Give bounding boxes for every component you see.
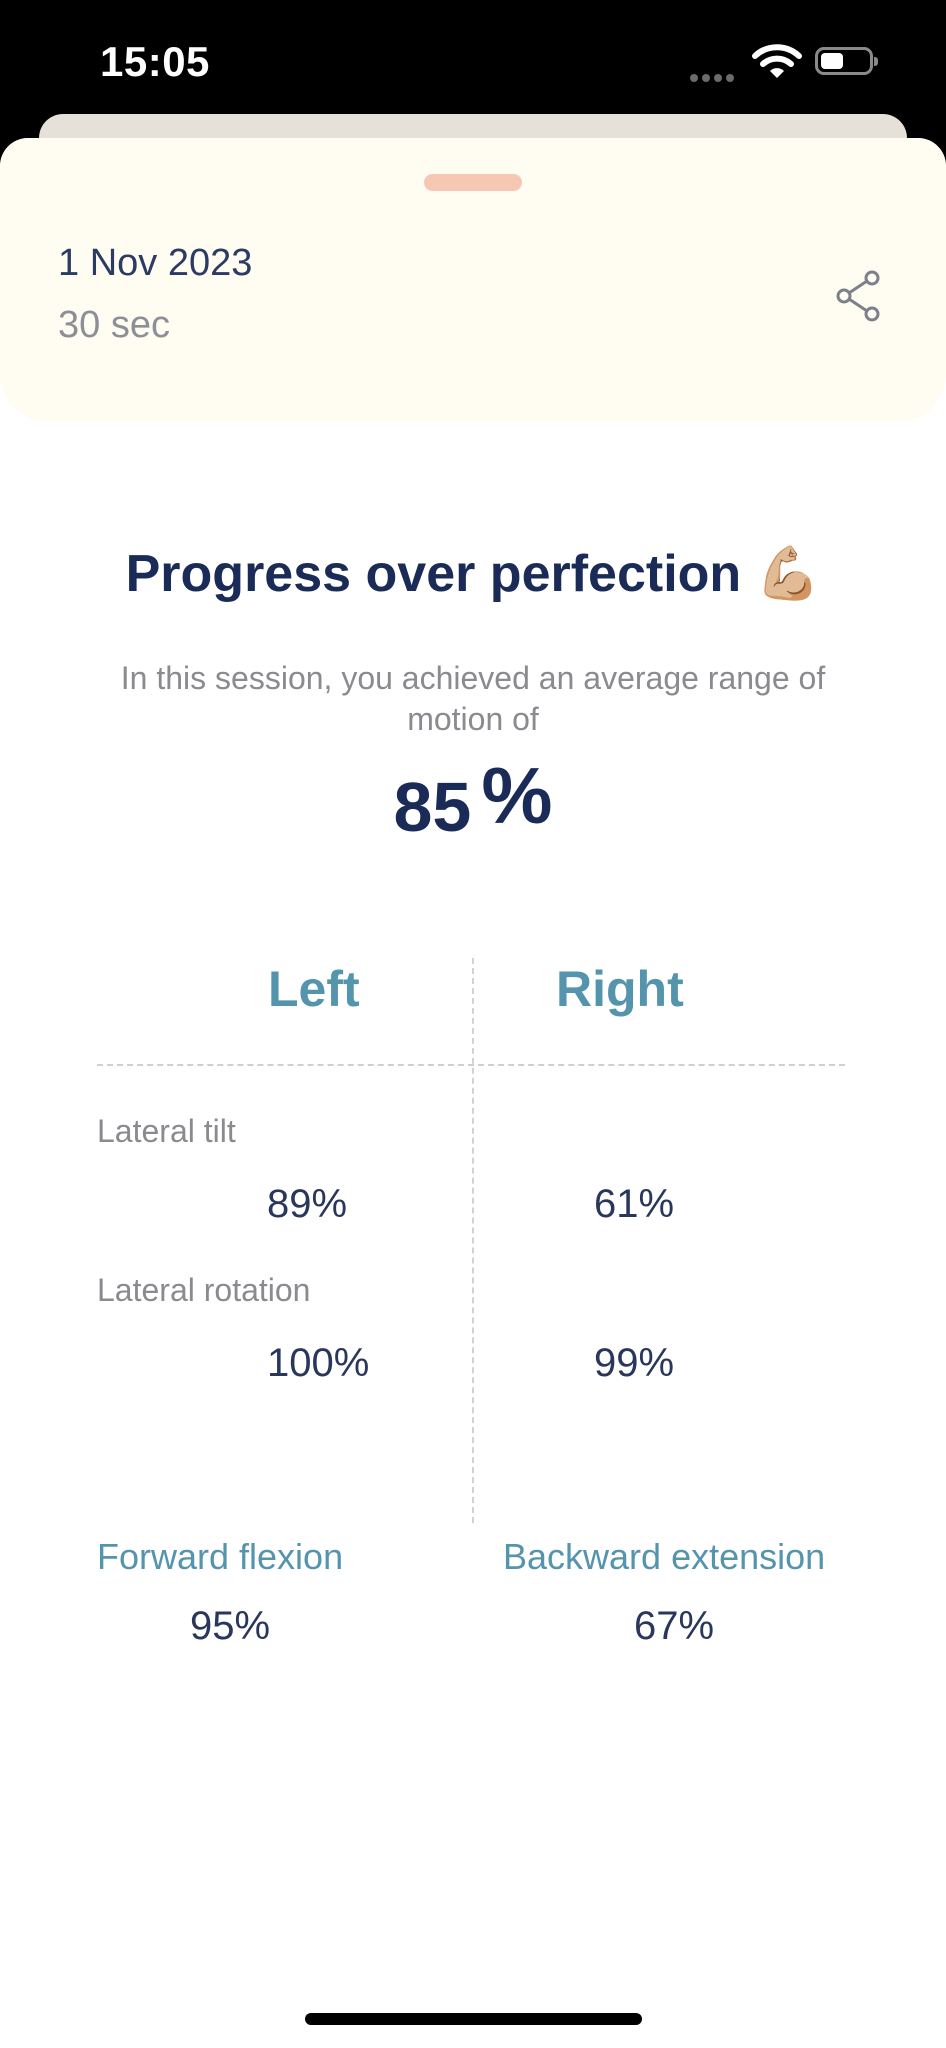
status-bar: 15:05 (0, 0, 946, 130)
session-duration: 30 sec (58, 304, 170, 346)
average-range-value: 85% (0, 750, 946, 847)
summary-subtitle: In this session, you achieved an average… (120, 660, 826, 737)
average-number: 85 (393, 768, 472, 846)
backward-extension-value: 67% (634, 1604, 715, 1648)
right-column-header: Right (556, 961, 684, 1017)
page-title: Progress over perfection 💪🏼 (125, 545, 821, 603)
home-indicator[interactable] (305, 2013, 642, 2025)
wifi-icon (752, 44, 802, 78)
signal-icon (690, 69, 738, 87)
session-sheet: 1 Nov 2023 30 sec Progress over perfecti… (0, 138, 946, 2048)
lateral-tilt-label: Lateral tilt (97, 1113, 236, 1149)
lateral-rotation-right-value: 99% (594, 1341, 675, 1385)
lateral-tilt-right-value: 61% (594, 1182, 675, 1226)
status-time: 15:05 (100, 38, 210, 85)
column-divider (472, 958, 474, 1523)
average-unit: % (481, 751, 553, 840)
lateral-tilt-left-value: 89% (267, 1182, 348, 1226)
lateral-rotation-left-value: 100% (267, 1341, 370, 1385)
forward-flexion-label: Forward flexion (97, 1536, 344, 1577)
forward-flexion-value: 95% (190, 1604, 271, 1648)
header-divider (97, 1064, 845, 1066)
battery-icon (815, 47, 878, 75)
session-date: 1 Nov 2023 (58, 242, 253, 284)
session-header: 1 Nov 2023 30 sec (0, 138, 946, 422)
left-column-header: Left (268, 961, 360, 1017)
backward-extension-label: Backward extension (503, 1536, 826, 1577)
sheet-grabber[interactable] (424, 174, 522, 191)
share-icon[interactable] (832, 268, 884, 324)
lateral-rotation-label: Lateral rotation (97, 1272, 311, 1308)
